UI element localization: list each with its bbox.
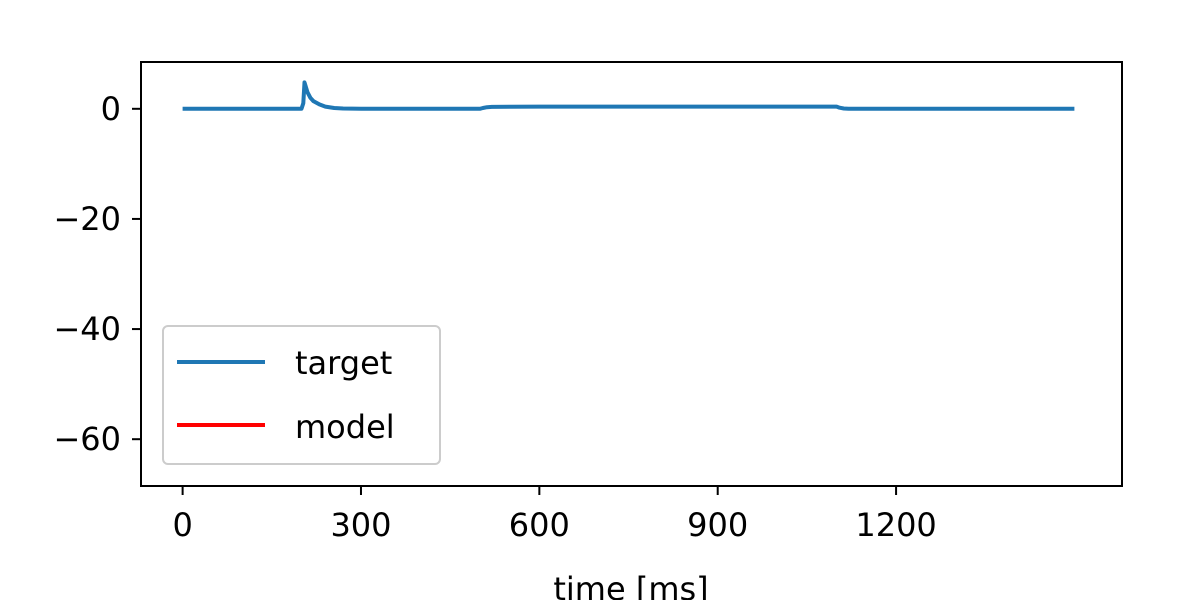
legend-label-model: model [295, 408, 395, 446]
legend-label-target: target [295, 344, 392, 382]
x-tick-label: 300 [330, 506, 391, 544]
y-tick-label: 0 [101, 90, 121, 128]
x-axis: 0 300 600 900 1200 [172, 486, 937, 544]
y-axis: 0 −20 −40 −60 [53, 90, 141, 458]
x-tick-label: 1200 [855, 506, 936, 544]
x-tick-label: 900 [687, 506, 748, 544]
plot-frame [140, 61, 1123, 487]
series-layer [182, 80, 1075, 111]
legend: target model [162, 325, 441, 465]
y-tick-label: −20 [53, 200, 121, 238]
x-tick-label: 600 [509, 506, 570, 544]
x-axis-label: time [ms] [553, 570, 708, 600]
x-tick-label: 0 [172, 506, 192, 544]
y-tick-label: −60 [53, 420, 121, 458]
y-tick-label: −40 [53, 310, 121, 348]
series-line-target [182, 80, 1075, 111]
